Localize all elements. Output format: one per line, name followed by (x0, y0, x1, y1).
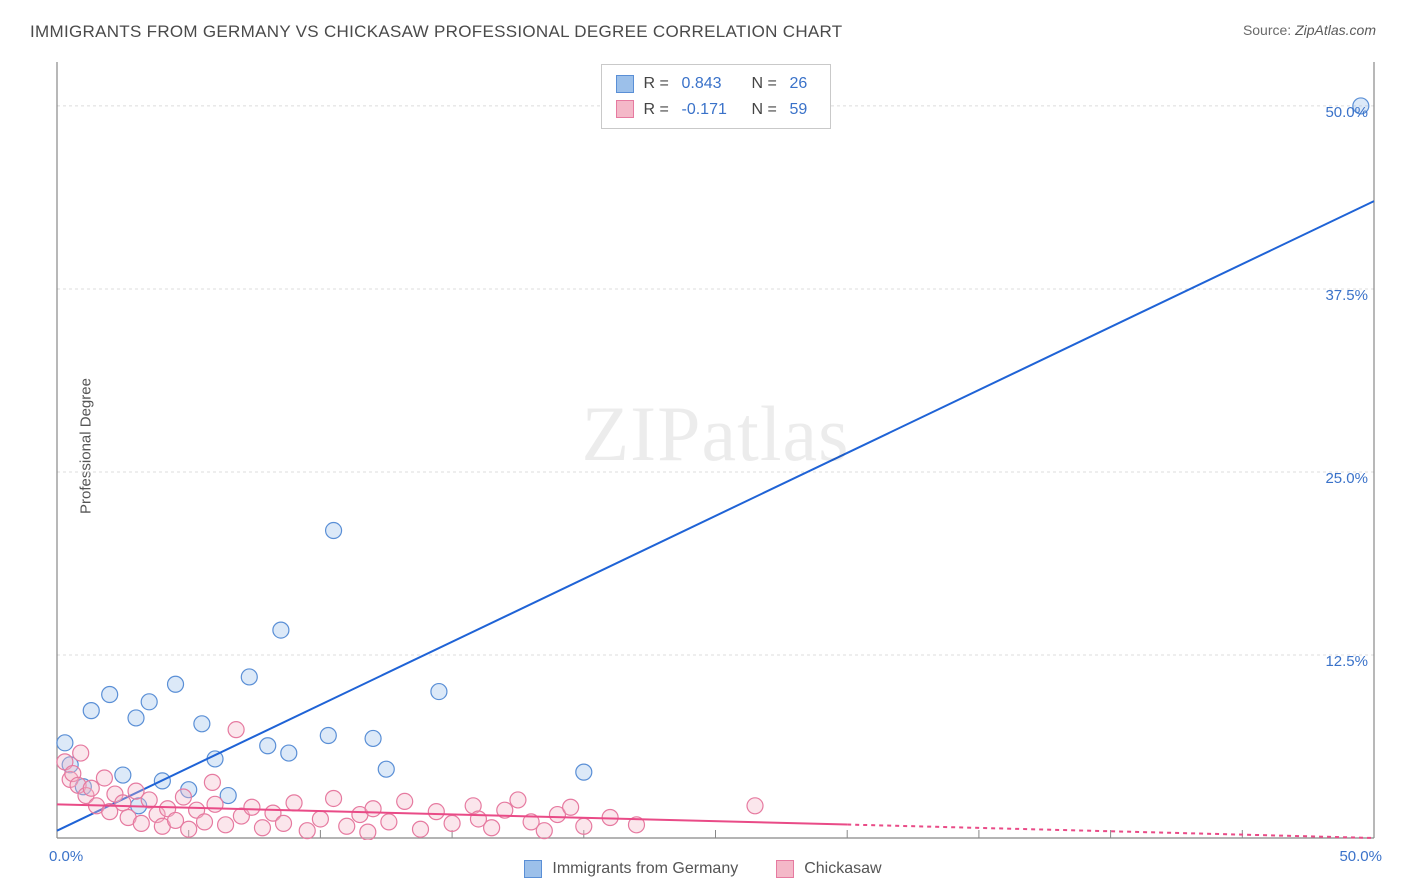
r-label: R = (644, 71, 672, 97)
y-tick-label: 37.5% (1325, 287, 1368, 304)
n-label: N = (752, 71, 780, 97)
y-tick-label: 50.0% (1325, 104, 1368, 121)
stats-legend-row: R = -0.171 N = 59 (616, 97, 816, 123)
n-value: 59 (790, 97, 816, 123)
n-value: 26 (790, 71, 816, 97)
y-tick-label: 25.0% (1325, 470, 1368, 487)
source-label: Source: (1243, 22, 1295, 38)
scatter-chart (55, 60, 1376, 840)
chart-area: ZIPatlas R = 0.843N = 26R = -0.171N = 59… (55, 60, 1376, 840)
n-label: N = (752, 97, 780, 123)
legend-swatch (616, 100, 634, 118)
series-legend-item: Immigrants from Germany (524, 860, 738, 878)
legend-swatch (776, 860, 794, 878)
r-value: 0.843 (682, 71, 742, 97)
series-legend-item: Chickasaw (776, 860, 881, 878)
stats-legend: R = 0.843 N = 26 R = -0.171 N = 59 (601, 64, 831, 129)
stats-legend-row: R = 0.843 N = 26 (616, 71, 816, 97)
legend-swatch (616, 75, 634, 93)
y-tick-label: 12.5% (1325, 653, 1368, 670)
legend-swatch (524, 860, 542, 878)
series-legend-label: Chickasaw (804, 860, 881, 878)
series-legend: Immigrants from Germany Chickasaw (0, 860, 1406, 878)
r-value: -0.171 (682, 97, 742, 123)
chart-title: IMMIGRANTS FROM GERMANY VS CHICKASAW PRO… (30, 22, 842, 42)
r-label: R = (644, 97, 672, 123)
source-link[interactable]: ZipAtlas.com (1295, 22, 1376, 38)
series-legend-label: Immigrants from Germany (552, 860, 738, 878)
source-attribution: Source: ZipAtlas.com (1243, 22, 1376, 38)
